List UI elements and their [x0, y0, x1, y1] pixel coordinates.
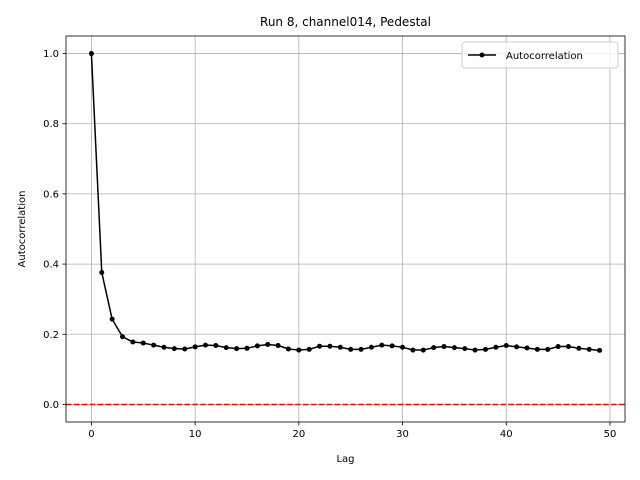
x-axis: 0 10 20 30 40 50	[88, 422, 616, 440]
legend-box	[461, 41, 619, 69]
data-point	[348, 346, 354, 352]
data-point	[130, 339, 136, 345]
data-point	[306, 346, 312, 352]
x-tick-label: 50	[604, 429, 617, 440]
y-tick-label: 0.8	[43, 119, 59, 130]
legend: Autocorrelation	[461, 41, 619, 69]
data-point	[389, 343, 395, 349]
chart-title: Run 8, channel014, Pedestal	[260, 15, 431, 29]
data-point	[524, 345, 530, 351]
plot-area	[65, 35, 626, 423]
grid	[66, 36, 625, 422]
data-point	[317, 343, 323, 349]
data-point	[202, 342, 208, 348]
data-point	[586, 346, 592, 352]
data-point	[151, 342, 157, 348]
data-point	[337, 344, 343, 350]
data-point	[451, 345, 457, 351]
data-point	[400, 344, 406, 350]
data-point	[285, 346, 291, 352]
data-point	[555, 344, 561, 350]
data-point	[244, 345, 250, 351]
data-point	[514, 344, 520, 350]
data-point	[109, 316, 115, 322]
data-point	[88, 51, 94, 57]
data-point	[265, 341, 271, 347]
y-axis-title: Autocorrelation	[17, 191, 28, 268]
data-point	[223, 345, 229, 351]
x-tick-label: 0	[88, 429, 94, 440]
data-point	[120, 334, 126, 340]
data-point	[431, 345, 437, 351]
plot-background	[66, 36, 625, 422]
data-point	[441, 344, 447, 350]
y-tick-label: 0.0	[43, 400, 59, 411]
y-tick-label: 0.4	[43, 260, 59, 271]
data-point	[234, 346, 240, 352]
data-point	[597, 347, 603, 353]
data-point	[358, 346, 364, 352]
data-point	[161, 344, 167, 350]
y-tick-label: 0.6	[43, 189, 59, 200]
data-point	[254, 343, 260, 349]
data-point	[472, 347, 478, 353]
data-point	[503, 343, 509, 349]
data-point	[493, 344, 499, 350]
data-point	[410, 347, 416, 353]
data-point	[565, 344, 571, 350]
x-axis-title: Lag	[336, 454, 354, 465]
y-tick-label: 1.0	[43, 49, 59, 60]
y-tick-label: 0.2	[43, 330, 59, 341]
x-tick-label: 10	[189, 429, 202, 440]
legend-label-autocorrelation: Autocorrelation	[506, 51, 583, 62]
data-point	[462, 346, 468, 352]
data-point	[534, 346, 540, 352]
data-point	[379, 342, 385, 348]
data-point	[296, 347, 302, 353]
x-tick-label: 20	[292, 429, 305, 440]
x-tick-label: 40	[500, 429, 513, 440]
data-point	[483, 346, 489, 352]
data-point	[140, 340, 146, 346]
data-point	[327, 343, 333, 349]
data-point	[213, 343, 219, 349]
data-point	[192, 344, 198, 350]
data-point	[545, 346, 551, 352]
data-point	[275, 343, 281, 349]
series-layer	[88, 51, 603, 353]
data-point	[576, 345, 582, 351]
legend-marker-swatch	[479, 52, 485, 58]
x-tick-label: 30	[396, 429, 409, 440]
plot-frame	[65, 35, 626, 423]
data-point	[420, 347, 426, 353]
data-point	[99, 270, 105, 276]
y-axis: 0.0 0.2 0.4 0.6 0.8 1.0	[43, 49, 66, 411]
data-point	[368, 344, 374, 350]
data-point	[182, 346, 188, 352]
data-point	[171, 346, 177, 352]
